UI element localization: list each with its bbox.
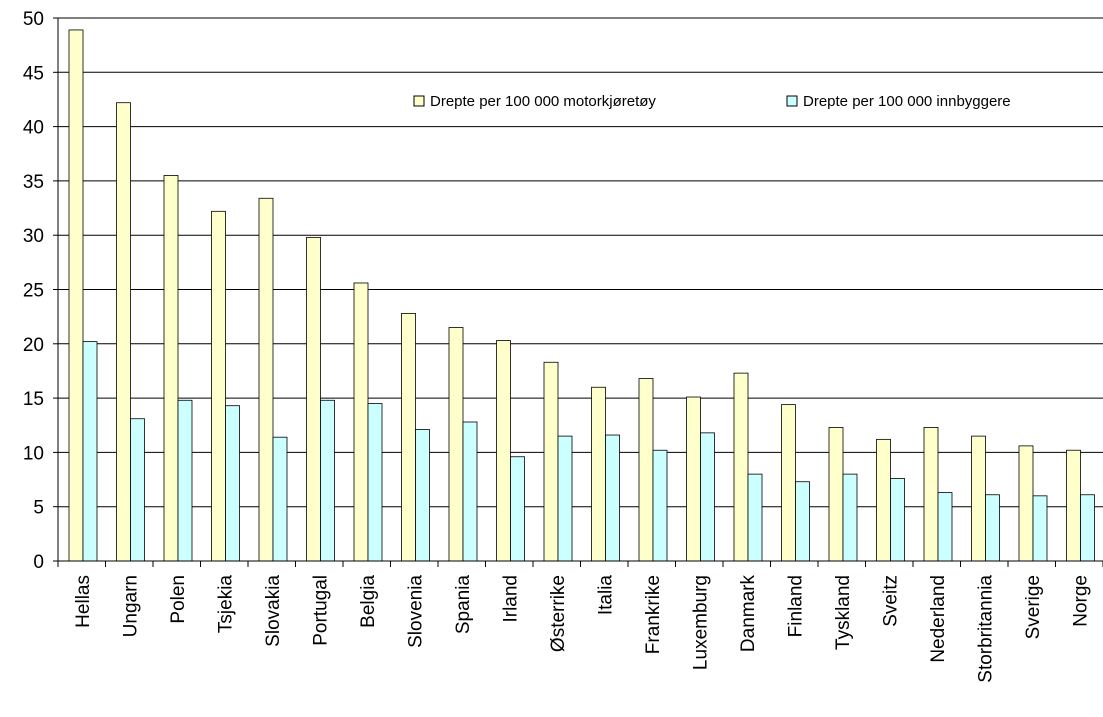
bar-motorkjoretoy: [923, 427, 939, 562]
bar-motorkjoretoy: [876, 438, 891, 562]
category-label: Italia: [595, 575, 616, 616]
legend-label-innbyggere: Drepte per 100 000 innbyggere: [803, 93, 1011, 110]
bar-innbyggere: [462, 421, 478, 562]
y-tick-label: 50: [23, 9, 44, 30]
category-label: Norge: [1070, 575, 1091, 627]
bar-innbyggere: [177, 399, 193, 562]
y-tick-label: 30: [23, 226, 44, 247]
bar-motorkjoretoy: [116, 102, 131, 562]
bar-innbyggere: [890, 478, 905, 562]
bar-innbyggere: [842, 473, 858, 562]
bar-motorkjoretoy: [971, 435, 986, 562]
legend: Drepte per 100 000 motorkjøretøy Drepte …: [413, 93, 1011, 110]
bar-motorkjoretoy: [163, 175, 179, 562]
y-tick-label: 35: [23, 172, 44, 193]
bar-innbyggere: [1032, 495, 1048, 562]
bar-innbyggere: [747, 473, 763, 562]
category-label: Polen: [168, 575, 189, 624]
bar-motorkjoretoy: [258, 197, 274, 562]
bar-motorkjoretoy: [638, 378, 654, 562]
y-tick-labels: 0 5 10 15 20 25 30 35 40 45 50: [23, 9, 44, 573]
bar-innbyggere: [367, 403, 383, 562]
bar-innbyggere: [272, 436, 288, 562]
bar-motorkjoretoy: [68, 29, 84, 562]
bar-innbyggere: [795, 481, 810, 562]
category-label: Frankrike: [643, 575, 664, 654]
category-label: Sverige: [1023, 575, 1044, 639]
bar-motorkjoretoy: [733, 372, 749, 562]
bar-innbyggere: [510, 456, 525, 562]
category-label: Danmark: [738, 575, 759, 653]
legend-swatch-innbyggere: [786, 95, 798, 107]
category-label: Nederland: [928, 575, 949, 663]
y-tick-label: 10: [23, 443, 44, 464]
bar-motorkjoretoy: [496, 340, 511, 562]
bars: [68, 29, 1095, 562]
bar-innbyggere: [652, 449, 668, 562]
y-tick-label: 20: [23, 335, 44, 356]
bar-innbyggere: [985, 494, 1000, 562]
y-tick-label: 15: [23, 389, 44, 410]
category-label: Slovakia: [263, 575, 284, 647]
bar-innbyggere: [937, 492, 953, 562]
bar-motorkjoretoy: [591, 386, 606, 562]
bar-motorkjoretoy: [781, 404, 796, 562]
category-label: Storbritannia: [975, 575, 996, 683]
category-label: Irland: [500, 575, 521, 623]
category-label: Belgia: [358, 575, 379, 628]
category-label: Slovenia: [405, 575, 426, 648]
category-label: Finland: [785, 575, 806, 637]
bar-innbyggere: [82, 341, 98, 562]
bar-motorkjoretoy: [543, 361, 559, 562]
category-label: Hellas: [73, 575, 94, 628]
category-label: Østerrike: [548, 575, 569, 652]
bar-motorkjoretoy: [306, 236, 321, 562]
bar-innbyggere: [1080, 494, 1095, 562]
category-label: Ungarn: [120, 575, 141, 637]
y-tick-label: 40: [23, 118, 44, 139]
y-tick-label: 0: [33, 552, 44, 573]
bar-motorkjoretoy: [1066, 449, 1081, 562]
category-label: Tsjekia: [215, 575, 236, 634]
category-label: Portugal: [310, 575, 331, 646]
bar-innbyggere: [130, 418, 145, 562]
bar-motorkjoretoy: [1018, 445, 1034, 562]
bar-motorkjoretoy: [353, 282, 369, 562]
bar-motorkjoretoy: [686, 396, 701, 562]
y-tick-label: 5: [33, 498, 44, 519]
bar-innbyggere: [700, 432, 715, 562]
legend-label-motorkjoretoy: Drepte per 100 000 motorkjøretøy: [430, 93, 656, 110]
bar-innbyggere: [415, 429, 430, 562]
legend-swatch-motorkjoretoy: [413, 95, 425, 107]
y-tick-label: 25: [23, 281, 44, 302]
bar-innbyggere: [320, 399, 335, 562]
category-labels: Hellas Ungarn Polen Tsjekia Slovakia Portugal…: [73, 575, 1092, 683]
category-label: Sveitz: [880, 575, 901, 627]
category-label: Tyskland: [833, 575, 854, 650]
axes: [53, 17, 1103, 567]
bar-innbyggere: [557, 435, 573, 562]
bar-motorkjoretoy: [211, 210, 226, 562]
bar-innbyggere: [605, 434, 620, 562]
bar-motorkjoretoy: [828, 427, 844, 562]
category-label: Spania: [453, 575, 474, 635]
category-label: Luxemburg: [690, 575, 711, 670]
bar-innbyggere: [225, 405, 240, 562]
bar-motorkjoretoy: [448, 327, 464, 562]
bar-motorkjoretoy: [401, 312, 416, 562]
y-tick-label: 45: [23, 63, 44, 84]
